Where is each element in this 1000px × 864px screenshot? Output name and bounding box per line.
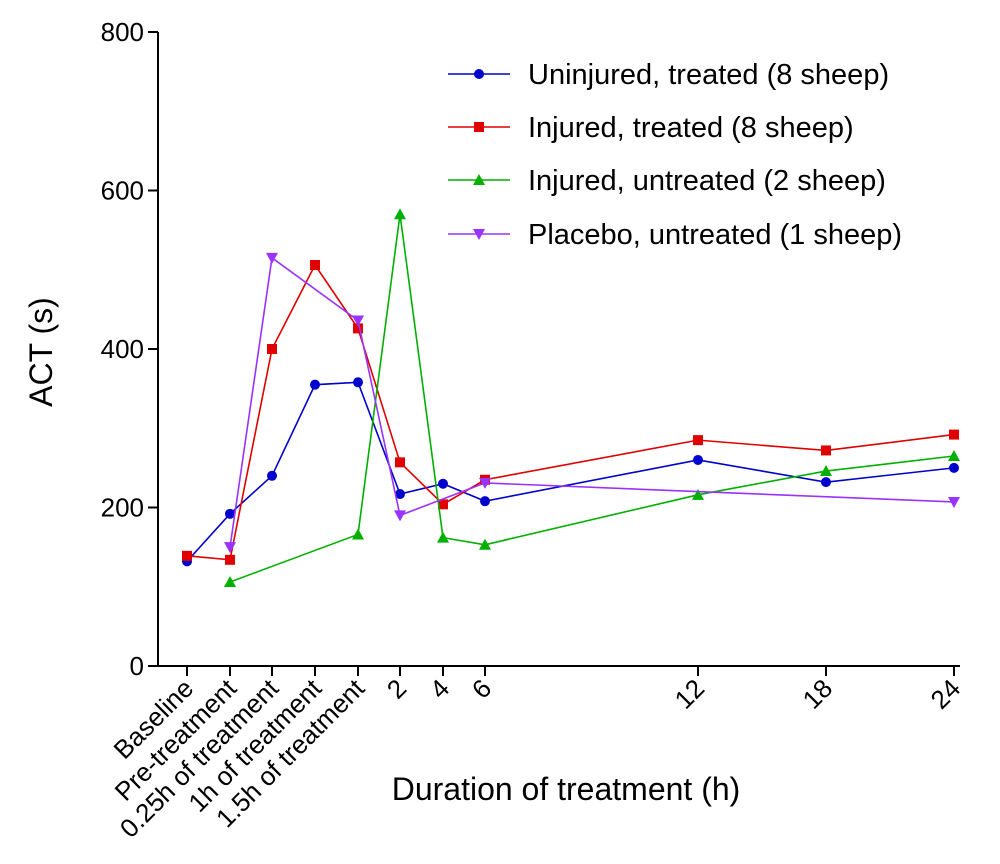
legend-item: Placebo, untreated (1 sheep)	[448, 219, 902, 251]
x-tick-label: 2	[381, 673, 412, 704]
data-point	[438, 478, 448, 489]
data-point	[224, 542, 236, 554]
data-point	[266, 252, 278, 264]
data-point	[310, 259, 320, 270]
series-line	[229, 256, 955, 548]
data-point	[820, 465, 832, 477]
data-point	[949, 462, 959, 473]
series-1	[182, 259, 959, 565]
legend-label: Uninjured, treated (8 sheep)	[528, 59, 889, 91]
x-axis-title: Duration of treatment (h)	[392, 771, 741, 807]
legend-marker	[473, 229, 485, 240]
series-line	[186, 381, 955, 562]
data-point	[948, 449, 960, 461]
x-tick-label: 24	[925, 673, 967, 715]
data-point	[693, 435, 703, 446]
legend: Uninjured, treated (8 sheep) Injured, tre…	[448, 59, 902, 251]
data-point	[438, 499, 448, 510]
data-point	[394, 208, 406, 220]
data-point	[352, 528, 364, 540]
data-point	[225, 554, 235, 565]
series	[182, 208, 960, 587]
data-point	[395, 457, 405, 468]
legend-marker	[474, 122, 484, 132]
legend-item: Uninjured, treated (8 sheep)	[448, 59, 889, 91]
legend-label: Injured, treated (8 sheep)	[528, 112, 854, 144]
legend-item: Injured, treated (8 sheep)	[448, 112, 854, 144]
y-tick-label: 400	[101, 334, 144, 364]
data-point	[480, 496, 490, 507]
data-point	[353, 323, 363, 334]
series-2	[224, 208, 960, 587]
series-line	[229, 214, 955, 583]
data-point	[479, 477, 491, 489]
data-point	[267, 344, 277, 354]
y-tick-label: 200	[101, 493, 144, 523]
data-point	[949, 429, 959, 440]
data-point	[821, 445, 831, 456]
y-axis-title: ACT (s)	[23, 297, 59, 407]
data-point	[395, 489, 405, 500]
series-0	[182, 377, 959, 567]
data-point	[353, 377, 363, 388]
legend-marker	[474, 69, 484, 79]
data-point	[479, 538, 491, 550]
legend-marker	[473, 174, 485, 185]
legend-item: Injured, untreated (2 sheep)	[448, 165, 886, 197]
series-3	[224, 252, 960, 554]
data-point	[394, 510, 406, 522]
x-tick-label: 18	[797, 673, 839, 715]
data-point	[310, 379, 320, 390]
data-point	[693, 454, 703, 465]
data-point	[182, 550, 192, 561]
data-point	[224, 575, 236, 587]
y-ticks: 0 200 400 600 800	[101, 17, 158, 681]
data-point	[948, 496, 960, 508]
legend-label: Placebo, untreated (1 sheep)	[528, 219, 902, 251]
data-point	[437, 531, 449, 543]
x-tick-label: 12	[669, 673, 711, 715]
data-point	[225, 508, 235, 519]
data-point	[821, 477, 831, 488]
y-tick-label: 800	[101, 17, 144, 47]
data-point	[267, 470, 277, 481]
y-tick-label: 600	[101, 176, 144, 206]
data-point	[692, 488, 704, 500]
y-tick-label: 0	[130, 651, 144, 681]
legend-label: Injured, untreated (2 sheep)	[528, 165, 886, 197]
data-point	[352, 315, 364, 327]
x-tick-label: 6	[466, 673, 497, 704]
x-tick-label: 4	[424, 673, 455, 704]
